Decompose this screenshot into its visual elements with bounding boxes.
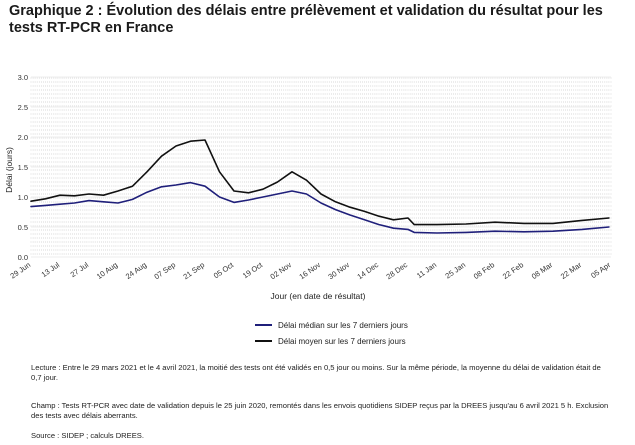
legend-item-median: Délai médian sur les 7 derniers jours [255,317,408,333]
x-tick-label-16: 08 Feb [472,260,496,281]
legend-swatch-mean [255,340,272,342]
y-tick-label-4: 2.0 [18,133,28,142]
y-tick-label-0: 0.0 [18,253,28,262]
y-tick-label-5: 2.5 [18,103,28,112]
x-axis-ticks: 29 Jun 13 Jul 27 Jul 10 Aug 24 Aug 07 Sep 21 S… [9,260,613,282]
x-tick-label-2: 27 Jul [69,260,91,279]
x-tick-label-8: 19 Oct [241,260,265,281]
x-tick-label-12: 14 Dec [356,260,381,281]
note-source: Source : SIDEP ; calculs DREES. [31,431,144,440]
chart-title: Graphique 2 : Évolution des délais entre… [9,3,603,36]
y-tick-label-6: 3.0 [18,73,28,82]
x-tick-label-3: 10 Aug [95,260,119,281]
line-chart: 0.0 0.5 1.0 1.5 2.0 2.5 3.0 29 Jun 13 Jul 27 Jul… [4,73,613,301]
x-tick-label-20: 05 Apr [589,260,612,280]
legend-label-mean: Délai moyen sur les 7 derniers jours [278,336,406,346]
y-axis-ticks: 0.0 0.5 1.0 1.5 2.0 2.5 3.0 [18,73,28,262]
x-tick-label-1: 13 Jul [40,260,62,279]
legend: Délai médian sur les 7 derniers jours Dé… [255,317,408,349]
x-tick-label-13: 28 Dec [385,260,410,281]
note-champ: Champ : Tests RT-PCR avec date de valida… [31,401,609,420]
x-tick-label-15: 25 Jan [444,260,468,280]
y-tick-label-3: 1.5 [18,163,28,172]
legend-swatch-median [255,324,272,326]
x-tick-label-17: 22 Feb [501,260,525,281]
x-tick-label-18: 08 Mar [530,260,555,281]
x-tick-label-0: 29 Jun [9,260,33,280]
x-tick-label-4: 24 Aug [124,260,148,281]
legend-label-median: Délai médian sur les 7 derniers jours [278,320,408,330]
x-tick-label-7: 05 Oct [212,260,236,281]
x-tick-label-5: 07 Sep [153,260,178,281]
grid [30,76,612,258]
legend-item-mean: Délai moyen sur les 7 derniers jours [255,333,408,349]
y-axis-label: Délai (jours) [4,147,14,193]
note-lecture: Lecture : Entre le 29 mars 2021 et le 4 … [31,363,601,382]
x-tick-label-6: 21 Sep [182,260,207,281]
x-axis-label: Jour (en date de résultat) [271,291,366,301]
x-tick-label-19: 22 Mar [559,260,584,281]
x-tick-label-9: 02 Nov [269,260,294,281]
series-line-0 [30,181,610,234]
series-lines [30,139,610,234]
y-tick-label-2: 1.0 [18,193,28,202]
x-tick-label-10: 16 Nov [298,260,323,281]
y-tick-label-1: 0.5 [18,223,28,232]
x-tick-label-14: 11 Jan [415,260,438,280]
series-line-1 [30,139,610,226]
x-tick-label-11: 30 Nov [327,260,352,281]
